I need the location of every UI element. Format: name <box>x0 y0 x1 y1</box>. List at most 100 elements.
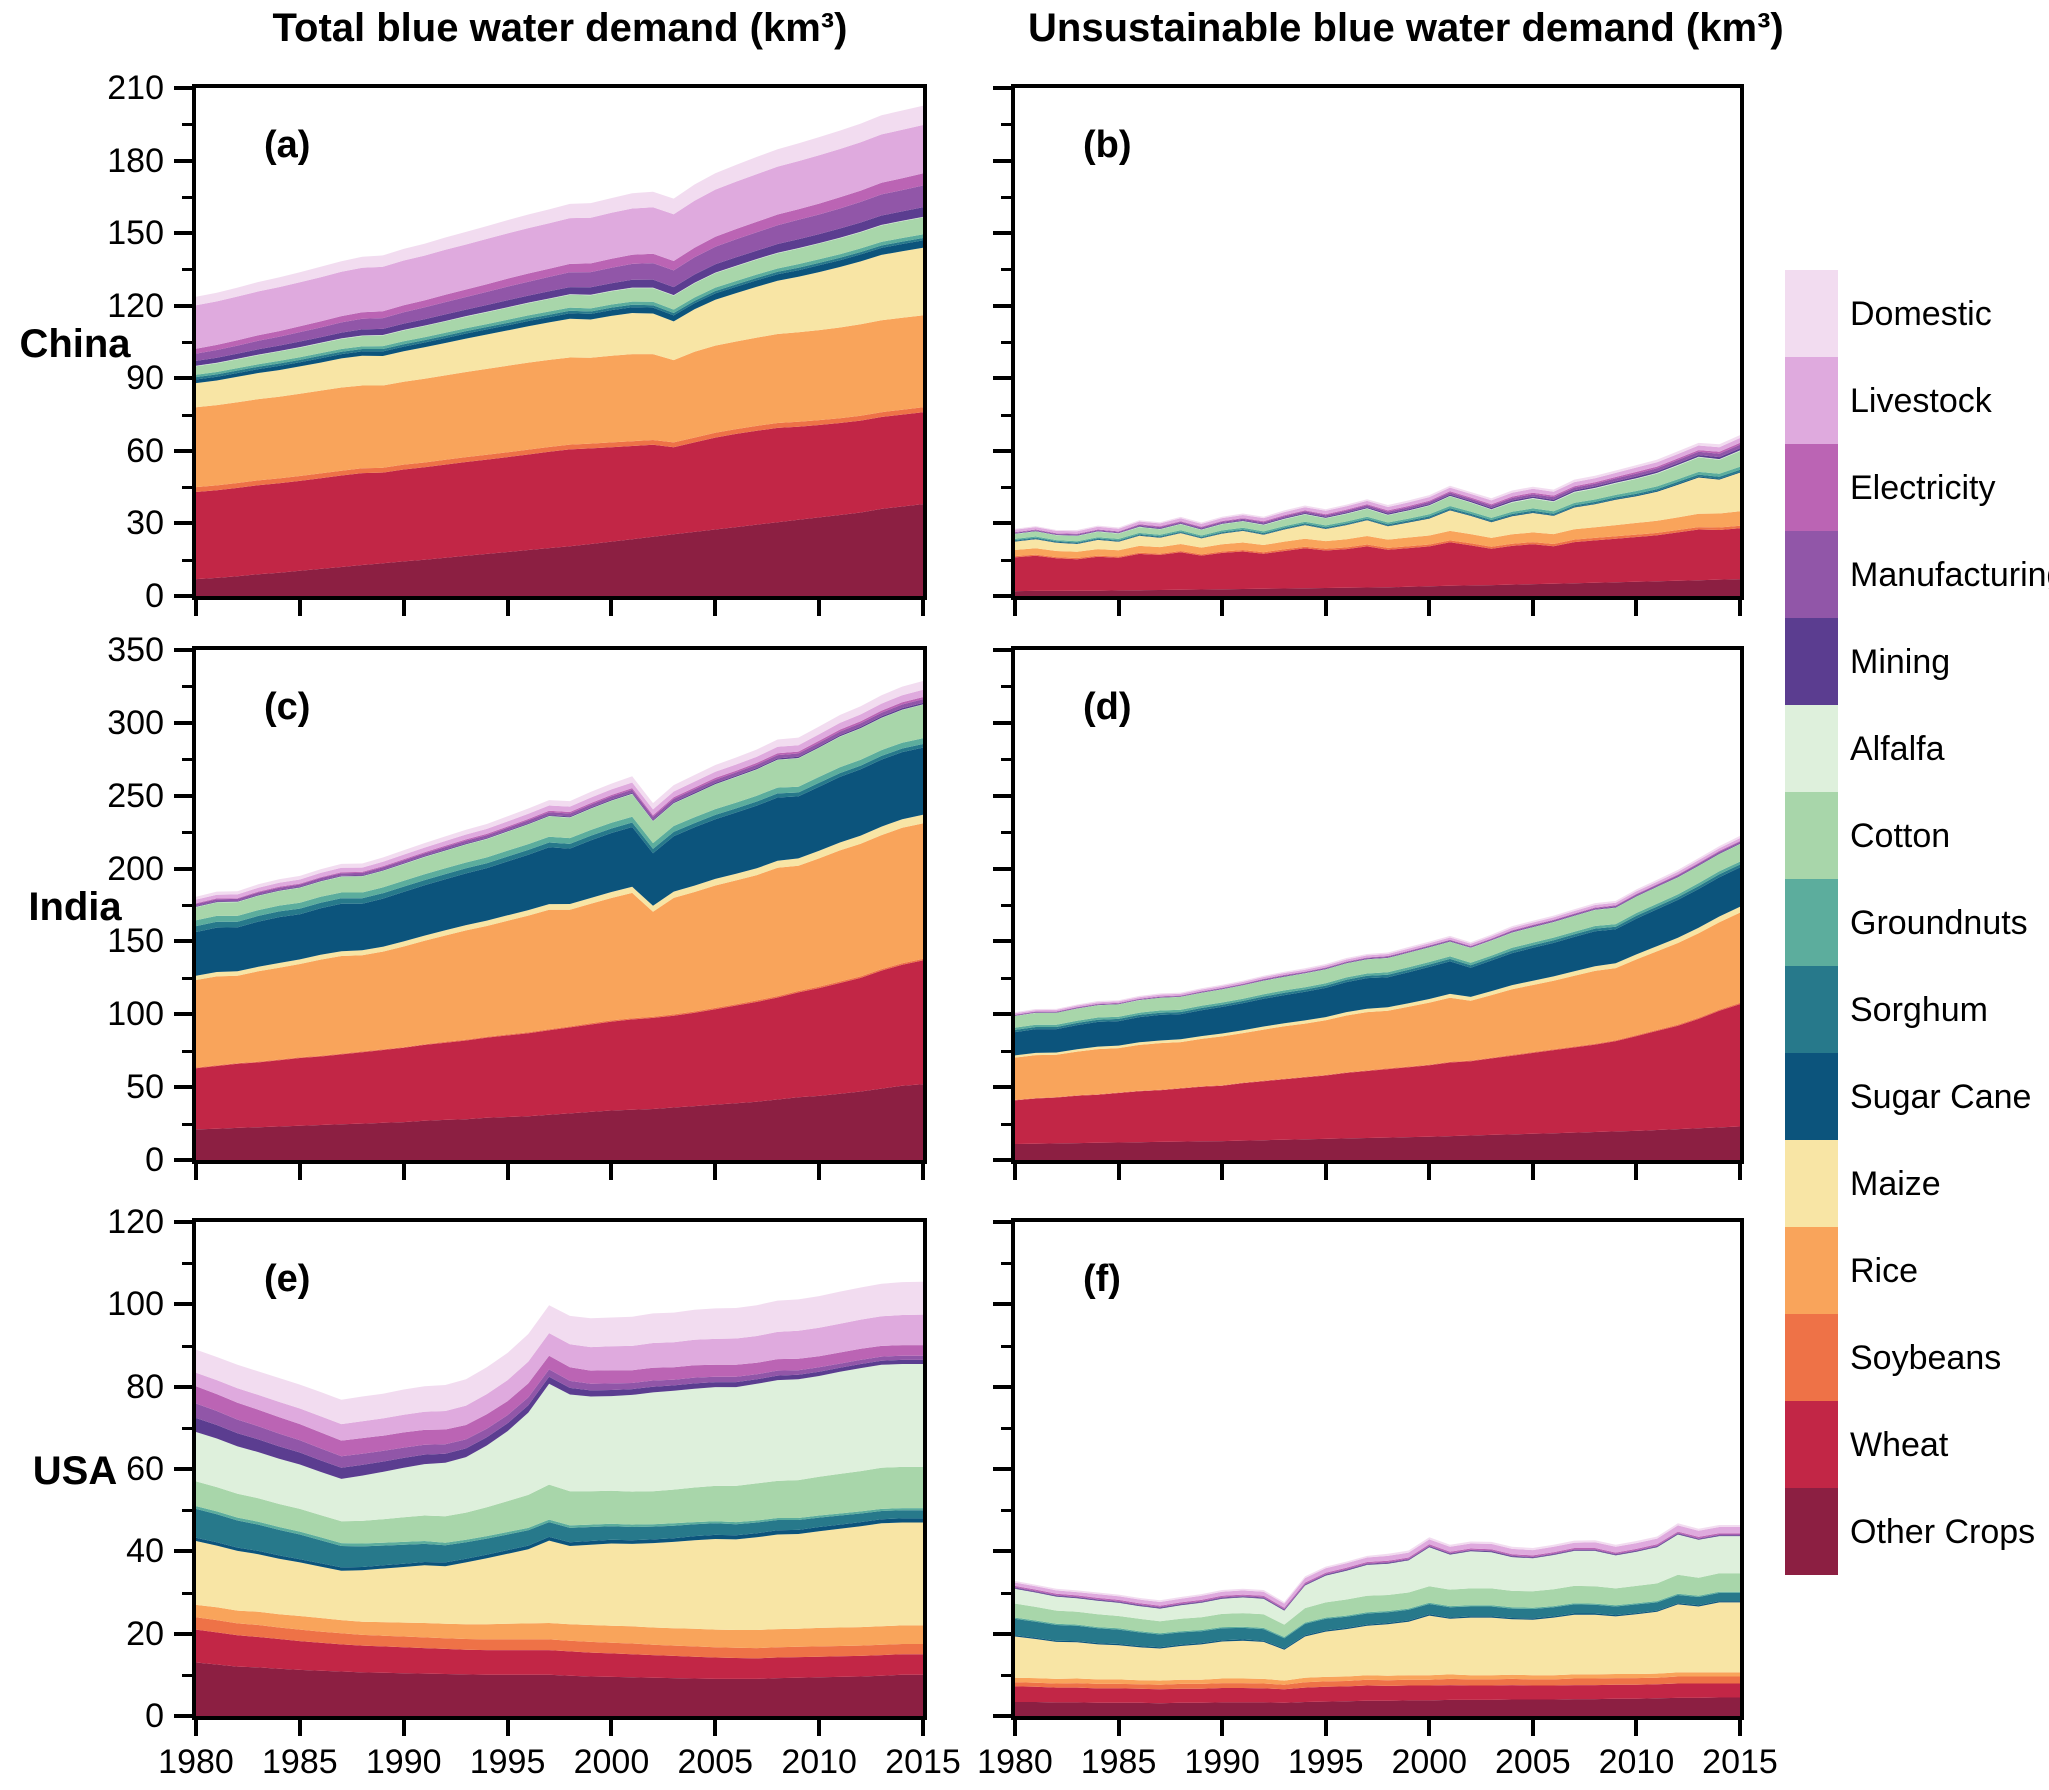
legend-label-manufacturing: Manufacturing <box>1850 555 2049 594</box>
area-alfalfa <box>196 1364 923 1522</box>
y-major-tick <box>174 648 192 652</box>
legend-label-sugar_cane: Sugar Cane <box>1850 1077 2032 1116</box>
y-minor-tick <box>182 341 192 344</box>
x-major-tick <box>1738 600 1742 616</box>
x-major-tick <box>1530 600 1535 616</box>
y-tick-label: 250 <box>107 776 164 815</box>
x-major-tick <box>1220 1720 1225 1736</box>
x-major-tick <box>1738 1720 1742 1736</box>
y-tick-label: 300 <box>107 703 164 742</box>
area-other_crops <box>196 504 923 596</box>
y-major-tick <box>174 1302 192 1307</box>
legend-label-domestic: Domestic <box>1850 294 1992 333</box>
legend-label-cotton: Cotton <box>1850 816 1951 855</box>
x-major-tick <box>1013 600 1017 616</box>
x-tick-label: 2010 <box>1598 1743 1675 1781</box>
y-minor-tick <box>182 976 192 980</box>
y-major-tick <box>993 1085 1011 1090</box>
legend-swatch-rice <box>1785 1227 1838 1314</box>
x-major-tick <box>401 1720 406 1736</box>
y-major-tick <box>993 866 1011 871</box>
x-major-tick <box>1427 1164 1432 1180</box>
area-cotton <box>1015 844 1740 1028</box>
y-minor-tick <box>1001 685 1011 689</box>
legend-swatch-wheat <box>1785 1401 1838 1488</box>
y-tick-label: 80 <box>126 1367 164 1406</box>
y-minor-tick <box>182 758 192 762</box>
y-minor-tick <box>1001 1591 1011 1595</box>
legend-label-rice: Rice <box>1850 1251 1919 1290</box>
y-major-tick <box>993 1012 1011 1017</box>
area-maize <box>1015 472 1740 552</box>
area-wheat <box>1015 528 1740 592</box>
legend-swatch-maize <box>1785 1140 1838 1227</box>
area-livestock <box>196 125 923 349</box>
y-minor-tick <box>182 831 192 835</box>
x-major-tick <box>401 1164 406 1180</box>
x-tick-label: 2000 <box>1391 1743 1468 1781</box>
y-minor-tick <box>1001 1262 1011 1266</box>
y-tick-label: 90 <box>126 359 164 398</box>
y-major-tick <box>993 1549 1011 1554</box>
area-sugar_cane <box>196 240 923 384</box>
y-tick-label: 180 <box>107 141 164 180</box>
y-major-tick <box>174 231 192 236</box>
x-major-tick <box>505 1164 510 1180</box>
y-minor-tick <box>1001 413 1011 417</box>
x-major-tick <box>401 600 406 616</box>
area-maize <box>1015 1602 1740 1681</box>
x-tick-label: 1995 <box>1287 1743 1364 1781</box>
y-minor-tick <box>1001 341 1011 344</box>
legend-swatch-sorghum <box>1785 966 1838 1053</box>
y-minor-tick <box>1001 1426 1011 1430</box>
panel-label-d: (d) <box>1083 686 1132 728</box>
y-tick-label: 50 <box>126 1068 164 1107</box>
y-minor-tick <box>182 1426 192 1430</box>
x-major-tick <box>194 1164 198 1180</box>
area-sorghum <box>1015 1592 1740 1649</box>
y-tick-label: 0 <box>145 1141 164 1179</box>
y-tick-label: 210 <box>107 69 164 107</box>
area-cotton <box>1015 451 1740 542</box>
area-cotton <box>196 217 923 375</box>
x-major-tick <box>1530 1164 1535 1180</box>
y-tick-label: 30 <box>126 504 164 543</box>
area-other_crops <box>1015 579 1740 596</box>
row-label-usa: USA <box>32 1449 118 1493</box>
y-minor-tick <box>182 268 192 272</box>
x-major-tick <box>713 600 718 616</box>
x-major-tick <box>1116 1164 1121 1180</box>
legend-label-soybeans: Soybeans <box>1850 1338 2002 1377</box>
area-domestic <box>196 105 923 306</box>
area-other_crops <box>1015 1697 1740 1716</box>
x-major-tick <box>1634 1164 1639 1180</box>
y-tick-label: 60 <box>126 1450 164 1488</box>
panel-label-b: (b) <box>1083 124 1132 166</box>
area-cotton <box>196 704 923 921</box>
area-manufacturing <box>196 1355 923 1468</box>
y-minor-tick <box>182 1344 192 1348</box>
x-major-tick <box>817 600 822 616</box>
x-major-tick <box>194 600 198 616</box>
area-soybeans <box>196 1617 923 1659</box>
y-major-tick <box>174 720 192 725</box>
x-tick-label: 2005 <box>1495 1743 1571 1781</box>
y-major-tick <box>993 303 1011 308</box>
legend-swatch-cotton <box>1785 792 1838 879</box>
x-major-tick <box>1323 1720 1328 1736</box>
area-rice <box>196 315 923 488</box>
legend-label-electricity: Electricity <box>1850 468 1996 507</box>
y-minor-tick <box>182 1122 192 1126</box>
stacked-area-plot-f <box>1015 1523 1740 1716</box>
y-major-tick <box>174 1012 192 1017</box>
legend-swatch-electricity <box>1785 444 1838 531</box>
y-minor-tick <box>182 1673 192 1677</box>
x-major-tick <box>194 1720 198 1736</box>
y-tick-label: 120 <box>107 286 164 325</box>
y-minor-tick <box>1001 976 1011 980</box>
x-major-tick <box>1634 1720 1639 1736</box>
stacked-area-plot-d <box>1015 835 1740 1160</box>
area-other_crops <box>196 1662 923 1716</box>
y-major-tick <box>993 1467 1011 1471</box>
y-tick-label: 200 <box>107 849 164 888</box>
